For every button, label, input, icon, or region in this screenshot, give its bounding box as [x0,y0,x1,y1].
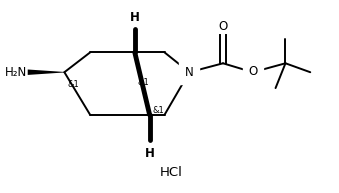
Text: H: H [145,146,155,160]
Text: O: O [248,65,257,78]
Text: &1: &1 [153,106,164,115]
Polygon shape [28,69,64,75]
Text: &1: &1 [138,78,149,87]
Text: N: N [185,66,194,79]
Text: HCl: HCl [160,166,183,179]
Text: &1: &1 [67,80,79,89]
Text: H₂N: H₂N [4,66,27,79]
Text: H: H [130,11,140,24]
Text: O: O [218,19,227,33]
